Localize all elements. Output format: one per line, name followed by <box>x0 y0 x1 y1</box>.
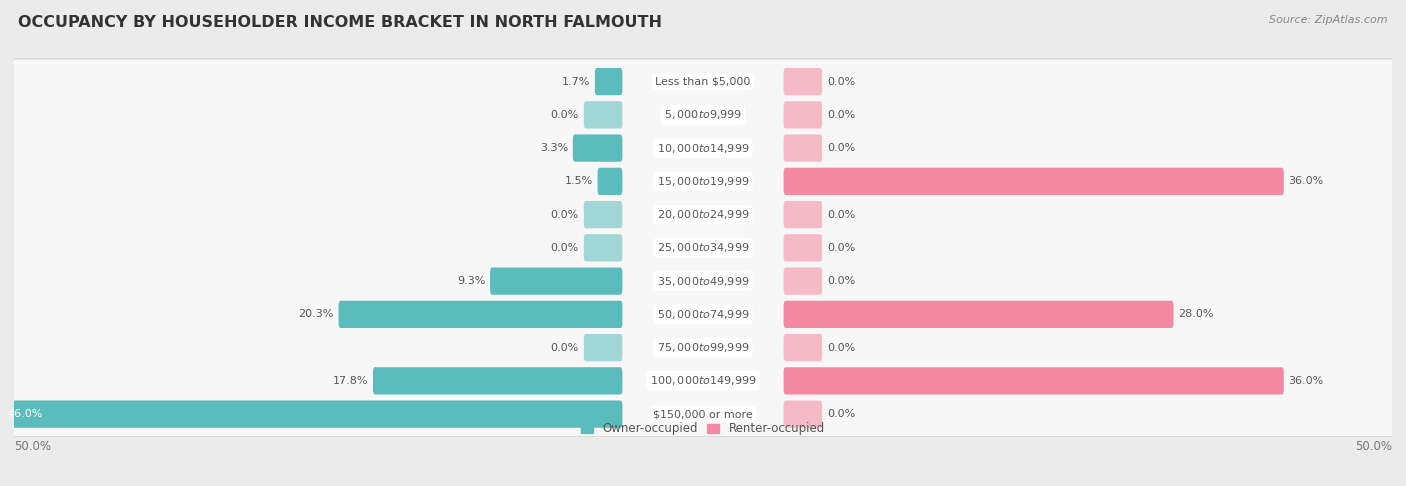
FancyBboxPatch shape <box>7 357 1399 406</box>
FancyBboxPatch shape <box>7 191 1399 240</box>
Text: 36.0%: 36.0% <box>1289 176 1324 186</box>
Text: 50.0%: 50.0% <box>14 440 51 453</box>
FancyBboxPatch shape <box>7 324 1399 373</box>
FancyBboxPatch shape <box>7 91 1399 140</box>
FancyBboxPatch shape <box>783 201 823 228</box>
Text: $150,000 or more: $150,000 or more <box>654 409 752 419</box>
Text: 0.0%: 0.0% <box>827 143 855 153</box>
FancyBboxPatch shape <box>583 101 623 128</box>
Text: 0.0%: 0.0% <box>551 243 579 253</box>
Text: 0.0%: 0.0% <box>551 343 579 353</box>
FancyBboxPatch shape <box>783 168 1284 195</box>
FancyBboxPatch shape <box>783 400 823 428</box>
Text: $25,000 to $34,999: $25,000 to $34,999 <box>657 242 749 254</box>
FancyBboxPatch shape <box>783 301 1174 328</box>
FancyBboxPatch shape <box>583 234 623 261</box>
Text: 36.0%: 36.0% <box>1289 376 1324 386</box>
Text: Source: ZipAtlas.com: Source: ZipAtlas.com <box>1270 15 1388 25</box>
FancyBboxPatch shape <box>10 326 1396 369</box>
Legend: Owner-occupied, Renter-occupied: Owner-occupied, Renter-occupied <box>581 422 825 435</box>
Text: 46.0%: 46.0% <box>7 409 42 419</box>
Text: 1.5%: 1.5% <box>565 176 593 186</box>
Text: 0.0%: 0.0% <box>827 276 855 286</box>
Text: 20.3%: 20.3% <box>298 310 333 319</box>
Text: $20,000 to $24,999: $20,000 to $24,999 <box>657 208 749 221</box>
FancyBboxPatch shape <box>583 334 623 361</box>
Text: 0.0%: 0.0% <box>827 409 855 419</box>
FancyBboxPatch shape <box>572 135 623 162</box>
Text: 0.0%: 0.0% <box>827 77 855 87</box>
FancyBboxPatch shape <box>10 392 1396 436</box>
FancyBboxPatch shape <box>373 367 623 395</box>
FancyBboxPatch shape <box>10 293 1396 336</box>
Text: 0.0%: 0.0% <box>827 343 855 353</box>
Text: $75,000 to $99,999: $75,000 to $99,999 <box>657 341 749 354</box>
Text: 28.0%: 28.0% <box>1178 310 1213 319</box>
FancyBboxPatch shape <box>7 258 1399 306</box>
Text: 9.3%: 9.3% <box>457 276 485 286</box>
Text: $100,000 to $149,999: $100,000 to $149,999 <box>650 374 756 387</box>
Text: $10,000 to $14,999: $10,000 to $14,999 <box>657 141 749 155</box>
Text: 0.0%: 0.0% <box>827 110 855 120</box>
Text: 1.7%: 1.7% <box>561 77 591 87</box>
Text: 0.0%: 0.0% <box>827 243 855 253</box>
FancyBboxPatch shape <box>10 159 1396 203</box>
FancyBboxPatch shape <box>10 226 1396 270</box>
FancyBboxPatch shape <box>7 58 1399 106</box>
FancyBboxPatch shape <box>783 267 823 295</box>
Text: $35,000 to $49,999: $35,000 to $49,999 <box>657 275 749 288</box>
FancyBboxPatch shape <box>491 267 623 295</box>
FancyBboxPatch shape <box>7 158 1399 206</box>
FancyBboxPatch shape <box>783 101 823 128</box>
Text: Less than $5,000: Less than $5,000 <box>655 77 751 87</box>
FancyBboxPatch shape <box>583 201 623 228</box>
Text: 0.0%: 0.0% <box>827 209 855 220</box>
FancyBboxPatch shape <box>10 359 1396 403</box>
FancyBboxPatch shape <box>595 68 623 95</box>
FancyBboxPatch shape <box>339 301 623 328</box>
FancyBboxPatch shape <box>10 192 1396 237</box>
FancyBboxPatch shape <box>10 259 1396 303</box>
Text: $15,000 to $19,999: $15,000 to $19,999 <box>657 175 749 188</box>
Text: 0.0%: 0.0% <box>551 110 579 120</box>
FancyBboxPatch shape <box>7 391 1399 439</box>
FancyBboxPatch shape <box>783 234 823 261</box>
FancyBboxPatch shape <box>598 168 623 195</box>
FancyBboxPatch shape <box>10 60 1396 104</box>
FancyBboxPatch shape <box>7 224 1399 273</box>
FancyBboxPatch shape <box>783 367 1284 395</box>
Text: 0.0%: 0.0% <box>551 209 579 220</box>
FancyBboxPatch shape <box>10 126 1396 170</box>
Text: 17.8%: 17.8% <box>333 376 368 386</box>
Text: OCCUPANCY BY HOUSEHOLDER INCOME BRACKET IN NORTH FALMOUTH: OCCUPANCY BY HOUSEHOLDER INCOME BRACKET … <box>18 15 662 30</box>
FancyBboxPatch shape <box>7 124 1399 173</box>
FancyBboxPatch shape <box>0 400 623 428</box>
Text: $5,000 to $9,999: $5,000 to $9,999 <box>664 108 742 122</box>
FancyBboxPatch shape <box>783 135 823 162</box>
Text: $50,000 to $74,999: $50,000 to $74,999 <box>657 308 749 321</box>
FancyBboxPatch shape <box>783 68 823 95</box>
FancyBboxPatch shape <box>783 334 823 361</box>
FancyBboxPatch shape <box>7 291 1399 339</box>
FancyBboxPatch shape <box>10 93 1396 137</box>
Text: 50.0%: 50.0% <box>1355 440 1392 453</box>
Text: 3.3%: 3.3% <box>540 143 568 153</box>
